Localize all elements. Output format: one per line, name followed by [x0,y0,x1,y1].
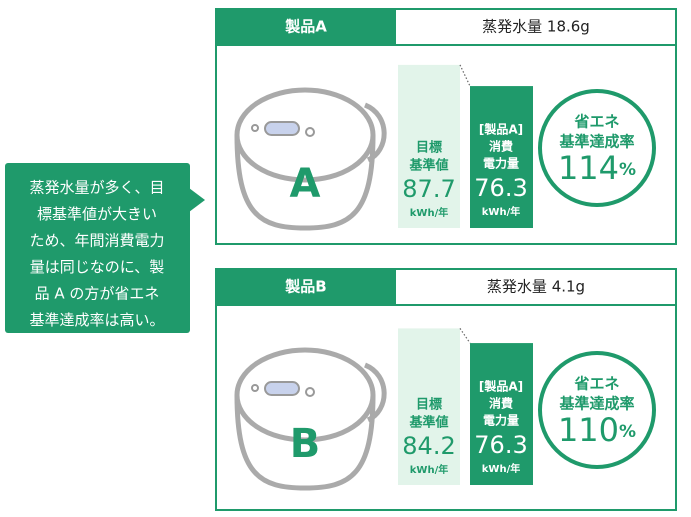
consumption-label: 消費 [489,396,513,411]
target-unit: kWh/年 [410,463,448,476]
product-letter: B [290,421,321,467]
target-label: 基準値 [408,415,448,431]
rate-unit: % [619,160,636,180]
infographic: 蒸発水量が多く、目標基準値が大きいため、年間消費電力量は同じなのに、製品 A の… [0,0,691,517]
consumption-value: 76.3 [474,174,527,202]
note-line: 量は同じなのに、製 [30,258,165,276]
target-label: 目標 [416,397,442,413]
target-label: 基準値 [408,158,448,174]
consumption-label: [製品A] [479,122,523,137]
consumption-unit: kWh/年 [482,462,520,475]
consumption-label: 消費 [489,139,513,154]
evaporation: 蒸発水量 4.1g [487,278,585,296]
target-unit: kWh/年 [410,206,448,219]
cooker-display [265,382,299,395]
note-line: 品 A の方が省エネ [35,285,160,303]
rate-label: 基準達成率 [558,395,634,413]
rate-label: 省エネ [573,113,619,131]
rate-label: 省エネ [573,375,619,393]
rate-label: 基準達成率 [558,133,634,151]
note-arrow [189,188,205,212]
consumption-label: 電力量 [483,413,519,428]
evaporation: 蒸発水量 18.6g [482,18,590,36]
product-name: 製品A [284,18,327,36]
cooker-display [265,122,299,135]
target-label: 目標 [416,140,442,156]
target-value: 87.7 [402,175,455,203]
note-line: 標基準値が大きい [37,205,157,223]
rate-value: 114 [558,149,619,187]
product-letter: A [290,161,321,207]
consumption-label: [製品A] [479,379,523,394]
note-line: 蒸発水量が多く、目 [29,179,164,197]
target-value: 84.2 [402,432,455,460]
rate-value: 110 [558,411,619,449]
product-name: 製品B [284,278,326,296]
note-line: 基準達成率は高い。 [29,311,164,329]
note-line: ため、年間消費電力 [29,232,164,250]
consumption-label: 電力量 [483,156,519,171]
consumption-value: 76.3 [474,431,527,459]
rate-unit: % [619,422,636,442]
consumption-unit: kWh/年 [482,205,520,218]
